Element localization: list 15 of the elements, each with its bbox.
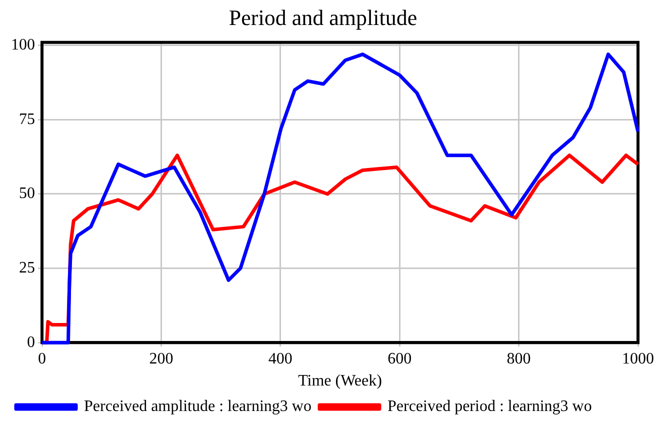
- x-tick-label: 800: [506, 350, 531, 368]
- chart-title: Period and amplitude: [228, 4, 418, 30]
- legend-label: Perceived period : learning3 wo: [387, 398, 592, 416]
- x-tick-label: 1000: [622, 350, 654, 368]
- y-tick-label: 100: [11, 36, 35, 54]
- x-axis-title: Time (Week): [298, 372, 382, 390]
- x-tick-label: 600: [388, 350, 412, 368]
- x-tick-label: 200: [149, 350, 174, 368]
- y-tick-label: 50: [19, 185, 35, 202]
- y-tick-label: 0: [27, 334, 35, 351]
- x-tick-label: 400: [268, 350, 292, 368]
- legend-label: Perceived amplitude : learning3 wo: [84, 398, 312, 416]
- x-tick-label: 0: [38, 350, 46, 368]
- y-tick-label: 25: [19, 259, 35, 276]
- y-tick-label: 75: [19, 110, 35, 128]
